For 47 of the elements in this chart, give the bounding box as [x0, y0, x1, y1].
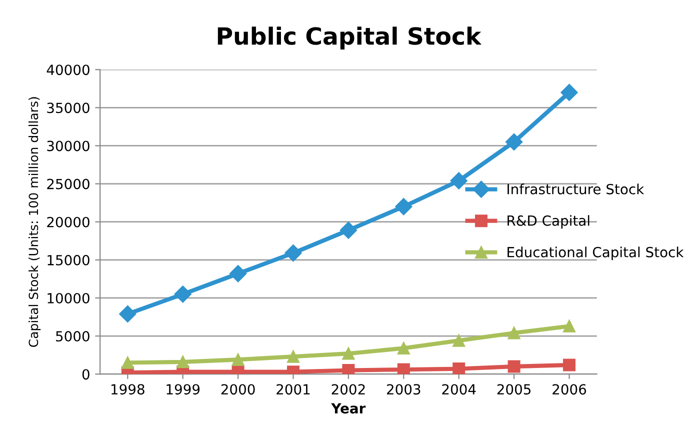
point	[397, 363, 410, 374]
point	[342, 364, 355, 374]
chart-title: Public Capital Stock	[218, 26, 482, 50]
y-tick-label: 40000	[46, 64, 90, 76]
point	[397, 342, 410, 354]
x-tick-label: 2006	[552, 384, 586, 395]
x-tick-label: 2001	[276, 384, 310, 395]
point	[174, 286, 192, 303]
point	[450, 172, 468, 190]
point	[232, 353, 244, 366]
x-tick-label: 2005	[497, 384, 531, 395]
point	[287, 350, 300, 363]
x-tick-label: 2004	[442, 384, 476, 395]
y-tick-label: 15000	[48, 254, 90, 266]
x-tick-label: 2003	[386, 384, 420, 395]
y-tick-label: 20000	[47, 216, 90, 228]
point	[342, 347, 355, 360]
point	[563, 358, 576, 372]
y-tick-label: 10000	[48, 292, 90, 304]
point	[560, 84, 578, 101]
point	[119, 305, 136, 323]
point	[284, 244, 302, 262]
legend-label: Educational Capital Stock	[508, 246, 684, 260]
point	[508, 326, 520, 340]
point	[506, 133, 523, 150]
legend-label: Infrastructure Stock	[508, 184, 644, 194]
y-tick-label: 35000	[47, 102, 90, 114]
point	[340, 222, 357, 239]
point	[563, 320, 576, 332]
point	[230, 265, 247, 282]
point	[121, 356, 134, 369]
y-tick-label: 30000	[47, 140, 90, 152]
x-tick-label: 2002	[332, 384, 365, 395]
y-tick-label: 0	[82, 369, 90, 380]
x-tick-label: 1999	[166, 384, 200, 395]
y-tick-label: 25000	[47, 178, 90, 190]
x-tick-label: 1998	[112, 384, 144, 395]
point	[395, 198, 412, 216]
y-axis-title: Capital Stock (Units: 100 million dollars)	[28, 97, 41, 347]
legend-label: R&D Capital	[508, 215, 590, 229]
point	[176, 356, 190, 368]
y-tick-label: 5000	[56, 331, 90, 342]
point	[452, 334, 466, 347]
x-axis-title: Year	[331, 403, 366, 414]
x-tick-label: 2000	[221, 384, 255, 395]
point	[452, 362, 466, 374]
point	[508, 360, 520, 373]
